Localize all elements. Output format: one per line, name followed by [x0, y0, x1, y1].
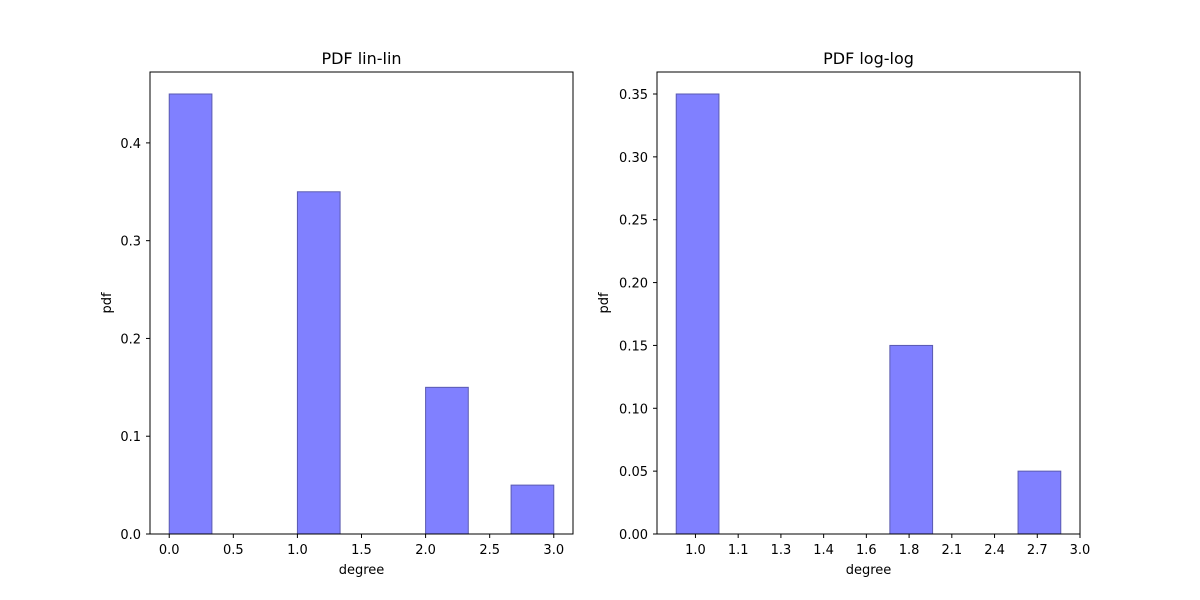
y-tick-label: 0.3	[120, 235, 141, 250]
x-tick-label: 0.5	[223, 543, 244, 558]
y-axis-label: pdf	[100, 292, 115, 314]
plot-frame	[656, 71, 1081, 535]
y-tick-label: 0.4	[120, 137, 141, 152]
histogram-bar	[296, 191, 341, 535]
x-tick-label: 0.0	[159, 543, 180, 558]
subplot-lin-lin: PDF lin-lin degree pdf 0.0 0.5 1.0 1.5 2.0 2.…	[100, 49, 574, 578]
y-tick-label: 0.2	[120, 332, 141, 347]
bars	[675, 93, 1062, 535]
x-axis-ticks: 1.0 1.1 1.3 1.4 1.6 1.8 2.1 2.4 2.7 3.0	[685, 534, 1090, 558]
x-tick-label: 1.4	[813, 543, 834, 558]
x-tick-label: 1.8	[899, 543, 920, 558]
histogram-bar	[1017, 470, 1062, 535]
y-tick-label: 0.30	[619, 151, 648, 166]
x-tick-label: 1.0	[685, 543, 706, 558]
x-tick-label: 2.0	[415, 543, 436, 558]
plot-frame	[149, 71, 574, 535]
x-tick-label: 2.1	[941, 543, 962, 558]
x-tick-label: 1.1	[728, 543, 749, 558]
y-tick-label: 0.0	[120, 528, 141, 543]
x-tick-label: 1.3	[771, 543, 792, 558]
x-tick-label: 3.0	[1070, 543, 1091, 558]
y-axis-ticks: 0.0 0.1 0.2 0.3 0.4	[120, 137, 150, 543]
x-axis-ticks: 0.0 0.5 1.0 1.5 2.0 2.5 3.0	[159, 534, 564, 558]
x-tick-label: 3.0	[543, 543, 564, 558]
x-tick-label: 2.5	[479, 543, 500, 558]
x-tick-label: 1.0	[287, 543, 308, 558]
histogram-bar	[168, 93, 213, 535]
y-tick-label: 0.05	[619, 465, 648, 480]
bars	[168, 93, 555, 535]
y-tick-label: 0.1	[120, 430, 141, 445]
histogram-bar	[425, 386, 469, 535]
y-axis-label: pdf	[597, 292, 612, 314]
histogram-bar	[675, 93, 720, 535]
y-tick-label: 0.15	[619, 339, 648, 354]
histogram-bar	[510, 484, 555, 535]
x-tick-label: 1.5	[351, 543, 372, 558]
x-tick-label: 1.6	[856, 543, 877, 558]
x-axis-label: degree	[846, 563, 892, 578]
y-tick-label: 0.35	[619, 88, 648, 103]
y-tick-label: 0.00	[619, 528, 648, 543]
x-tick-label: 2.4	[984, 543, 1005, 558]
x-axis-label: degree	[339, 563, 385, 578]
y-axis-ticks: 0.00 0.05 0.10 0.15 0.20 0.25 0.30 0.35	[619, 88, 657, 543]
y-tick-label: 0.10	[619, 402, 648, 417]
chart-title: PDF lin-lin	[321, 49, 401, 68]
histogram-bar	[889, 344, 934, 535]
y-tick-label: 0.20	[619, 277, 648, 292]
chart-title: PDF log-log	[823, 49, 914, 68]
subplot-log-log: PDF log-log degree pdf 1.0 1.1 1.3 1.4 1.6 1.…	[597, 49, 1090, 578]
x-tick-label: 2.7	[1027, 543, 1048, 558]
y-tick-label: 0.25	[619, 214, 648, 229]
